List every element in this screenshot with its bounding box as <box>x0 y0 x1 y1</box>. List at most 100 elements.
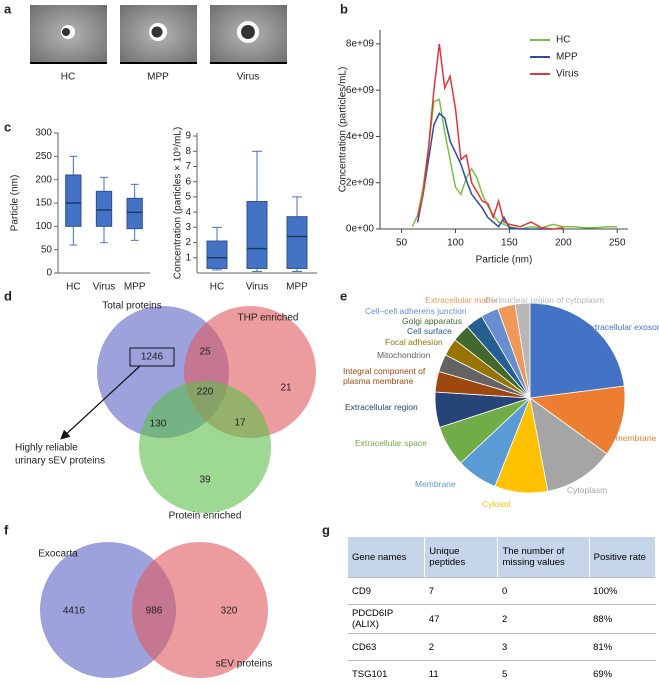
y-tick-label: 250 <box>35 151 52 162</box>
x-tick-label: Virus <box>93 282 116 293</box>
annotation: Highly reliable <box>15 443 78 454</box>
venn-count: 320 <box>221 606 238 617</box>
image-label: MPP <box>147 72 169 83</box>
table-cell: 69% <box>589 660 656 685</box>
table-cell: 81% <box>589 633 656 661</box>
vesicle-core <box>62 28 70 36</box>
x-tick-label: MPP <box>286 282 308 293</box>
y-tick-label: 8 <box>185 146 191 157</box>
venn-d: 1246 25 21 220 130 17 39 Total proteins … <box>15 301 316 522</box>
table-header: Gene names Unique peptides The number of m… <box>348 537 657 578</box>
y-tick-label: 150 <box>35 198 52 209</box>
pie-label: Perinuclear region of cytoplasm <box>485 295 605 305</box>
table-cell: 47 <box>424 604 498 634</box>
y-tick-label: 200 <box>35 174 52 185</box>
venn-set-label: Protein enriched <box>169 511 242 522</box>
pie-label: Membrane <box>415 479 456 489</box>
box <box>126 197 143 230</box>
y-tick-label: 0e+00 <box>346 224 375 235</box>
x-tick-label: 150 <box>501 238 518 249</box>
legend-label: Virus <box>556 69 579 80</box>
venn-count: 21 <box>280 383 292 394</box>
table-row: CD9 7 0 100% <box>348 577 656 605</box>
y-tick-label: 3 <box>185 222 191 233</box>
y-tick-label: 50 <box>41 244 53 255</box>
column-header: Unique peptides <box>424 537 499 578</box>
pie-label: Cytoplasm <box>567 485 608 495</box>
table-row: PDCD6IP (ALIX) 47 2 88% <box>348 604 656 634</box>
y-tick-label: 9 <box>185 131 191 142</box>
x-tick-label: Virus <box>246 282 269 293</box>
venn-count: 130 <box>150 419 167 430</box>
pie-label: Extracellular exosome <box>585 322 659 332</box>
pie-label: Golgi apparatus <box>402 316 463 326</box>
y-tick-label: 300 <box>35 128 52 139</box>
x-axis-label: Particle (nm) <box>476 255 533 266</box>
venn-set-label: Exocarta <box>38 549 78 560</box>
venn-circle <box>132 542 268 678</box>
y-tick-label: 100 <box>35 221 52 232</box>
pie-label: Plasma membrane <box>585 433 657 443</box>
y-tick-label: 7 <box>185 161 191 172</box>
pie-slice <box>529 397 608 492</box>
y-tick-label: 2 <box>185 237 191 248</box>
table-row: CD63 2 3 81% <box>348 633 656 661</box>
table-cell: TSG101 <box>348 660 425 685</box>
column-header: The number of missing values <box>497 537 590 578</box>
venn-f: 4416 986 320 Exocarta sEV proteins <box>38 542 272 678</box>
pie-label: Cell surface <box>407 326 452 336</box>
legend-label: MPP <box>556 52 578 63</box>
panel-label: a <box>4 1 12 16</box>
pie-label: Cytosol <box>482 499 511 509</box>
x-tick-label: HC <box>66 282 80 293</box>
legend-label: HC <box>556 35 570 46</box>
table-cell: 2 <box>497 604 590 634</box>
pie-slice <box>528 385 626 455</box>
venn-count: 1246 <box>141 352 164 363</box>
box <box>286 216 308 269</box>
table-cell: 88% <box>589 604 656 634</box>
vesicle-core <box>241 25 255 39</box>
pie-label: Extracellular matrix <box>425 295 498 305</box>
venn-circle <box>139 381 271 513</box>
column-header: Positive rate <box>589 537 657 578</box>
table-cell: 3 <box>497 633 590 661</box>
panel-label: d <box>4 288 12 303</box>
venn-count: 4416 <box>63 606 86 617</box>
box <box>95 190 113 227</box>
pie-label: Focal adhesion <box>385 337 443 347</box>
y-tick-label: 6 <box>185 176 191 187</box>
venn-set-label: THP enriched <box>238 313 299 324</box>
table-cell: CD63 <box>348 633 425 661</box>
panel-label: f <box>4 522 9 537</box>
pie-label: Cell–cell adherens junction <box>365 306 467 316</box>
x-tick-label: MPP <box>124 282 146 293</box>
y-tick-label: 0 <box>46 268 52 279</box>
table-cell: 0 <box>497 577 590 605</box>
panel-label: c <box>4 119 11 134</box>
arrow <box>60 365 141 440</box>
y-axis-label: Concentration (particles/mL) <box>338 67 349 193</box>
x-tick-label: 100 <box>447 238 464 249</box>
pie-slice <box>514 302 531 399</box>
y-tick-label: 2e+09 <box>346 177 375 188</box>
highlight-box <box>129 347 175 367</box>
table: Gene names Unique peptides The number of m… <box>348 537 657 685</box>
vesicle-core <box>151 26 163 38</box>
panel-label: e <box>340 288 347 303</box>
box <box>206 240 228 269</box>
x-tick-label: 50 <box>396 238 408 249</box>
box <box>65 174 82 227</box>
panel-label: g <box>322 522 330 537</box>
table-row: TSG101 11 5 69% <box>348 660 656 685</box>
table-body: CD9 7 0 100% PDCD6IP (ALIX) 47 2 88% CD63 2 3 81% TS… <box>348 577 656 685</box>
x-tick-label: 200 <box>555 238 572 249</box>
panel-label: b <box>340 1 348 16</box>
pie-label: Extracellular region <box>345 402 418 412</box>
y-tick-label: 4e+09 <box>346 131 375 142</box>
series-line <box>411 98 618 230</box>
pie-label: Integral component of plasma membrane <box>343 366 426 386</box>
table-cell: 11 <box>424 660 498 685</box>
